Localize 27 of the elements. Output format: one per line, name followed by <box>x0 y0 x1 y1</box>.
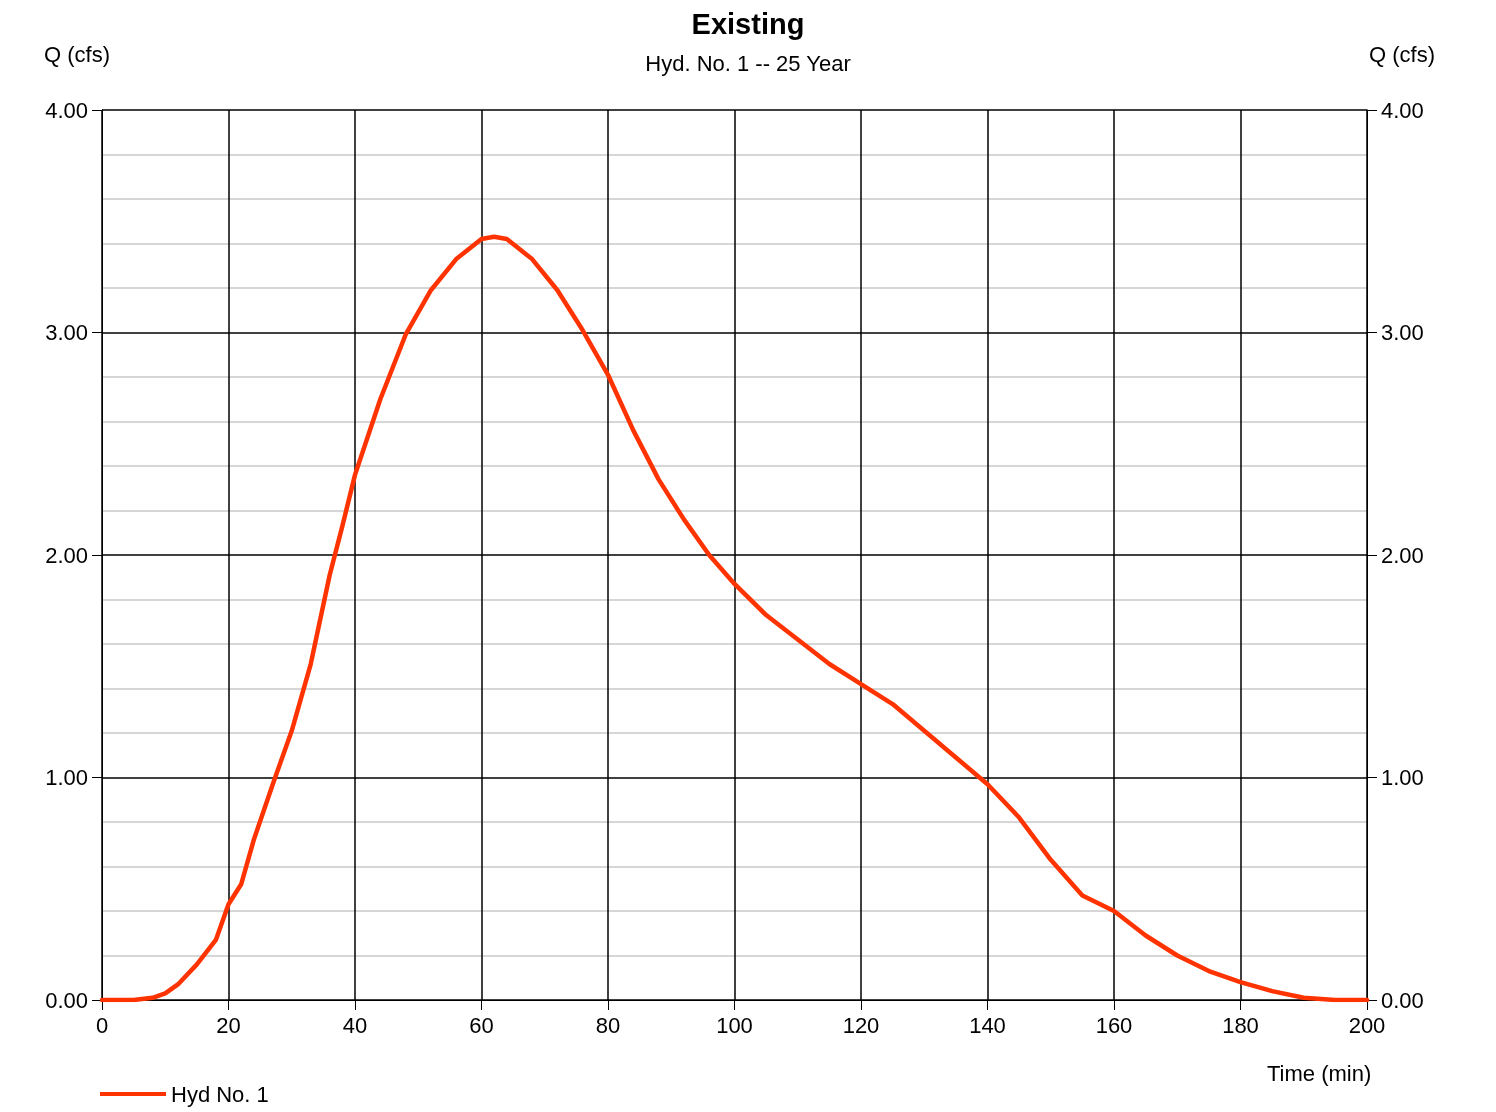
x-tick-label: 100 <box>716 1012 753 1038</box>
x-tick-label: 60 <box>469 1012 494 1038</box>
y-axis-title: Q (cfs) <box>44 41 110 67</box>
x-tick-label: 120 <box>842 1012 880 1038</box>
y2-tick-label: 2.00 <box>1381 542 1424 568</box>
y2-tick-label: 1.00 <box>1381 765 1424 790</box>
x-tick-label: 140 <box>969 1012 1006 1038</box>
chart-title: Existing <box>691 7 805 40</box>
y2-tick-label: 3.00 <box>1381 320 1424 345</box>
y-tick-label: 2.00 <box>45 542 88 568</box>
y-tick-label: 0.00 <box>45 987 88 1013</box>
y2-axis-title: Q (cfs) <box>1369 41 1435 67</box>
chart-subtitle: Hyd. No. 1 -- 25 Year <box>645 50 851 76</box>
y-tick-label: 3.00 <box>45 320 88 345</box>
x-tick-label: 40 <box>342 1012 368 1038</box>
x-tick-label: 80 <box>595 1012 621 1038</box>
y-tick-label: 4.00 <box>45 97 88 123</box>
x-tick-label: 200 <box>1348 1012 1386 1038</box>
x-tick-label: 0 <box>95 1012 109 1038</box>
y2-tick-label: 4.00 <box>1381 97 1424 123</box>
x-tick-label: 160 <box>1095 1012 1133 1038</box>
x-tick-label: 180 <box>1222 1012 1259 1038</box>
x-axis-title: Time (min) <box>1267 1060 1372 1086</box>
legend-label: Hyd No. 1 <box>171 1081 269 1107</box>
y2-tick-label: 0.00 <box>1381 987 1424 1013</box>
y-tick-label: 1.00 <box>45 765 88 790</box>
x-tick-label: 20 <box>216 1012 241 1038</box>
